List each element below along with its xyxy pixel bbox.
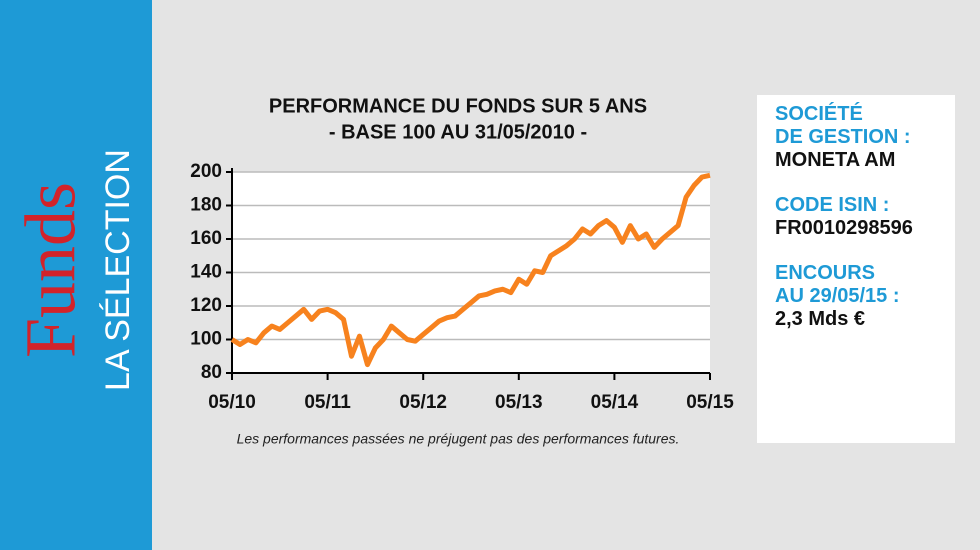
info-panel: SOCIÉTÉ DE GESTION : MONETA AM CODE ISIN :… [757,95,955,443]
x-tick-label: 05/12 [399,392,447,413]
info-value: FR0010298596 [775,217,913,239]
y-tick-label: 200 [190,161,222,182]
y-tick-label: 100 [190,329,222,350]
x-tick-label: 05/14 [591,392,639,413]
chart-title: PERFORMANCE DU FONDS SUR 5 ANS [269,95,647,117]
sidebar [0,0,152,550]
y-tick-label: 160 [190,228,222,249]
brand: Funds [11,182,91,358]
info-label: ENCOURS AU 29/05/15 : [775,262,900,307]
sidebar-subtitle: LA SÉLECTION [99,149,137,391]
x-tick-label: 05/13 [495,392,543,413]
info-label: CODE ISIN : [775,194,890,216]
y-tick-label: 180 [190,195,222,216]
footnote: Les performances passées ne préjugent pa… [237,431,680,447]
y-tick-label: 120 [190,295,222,316]
info-value: 2,3 Mds € [775,308,866,330]
info-value: MONETA AM [775,149,896,171]
x-tick-label: 05/15 [686,392,734,413]
info-label: SOCIÉTÉ DE GESTION : [775,103,911,148]
series-line [230,172,711,368]
y-tick-label: 80 [201,362,222,383]
y-tick-label: 140 [190,262,222,283]
x-tick-label: 05/11 [304,392,351,413]
chart-subtitle: - BASE 100 AU 31/05/2010 - [329,121,587,143]
x-tick-label: 05/10 [208,392,256,413]
